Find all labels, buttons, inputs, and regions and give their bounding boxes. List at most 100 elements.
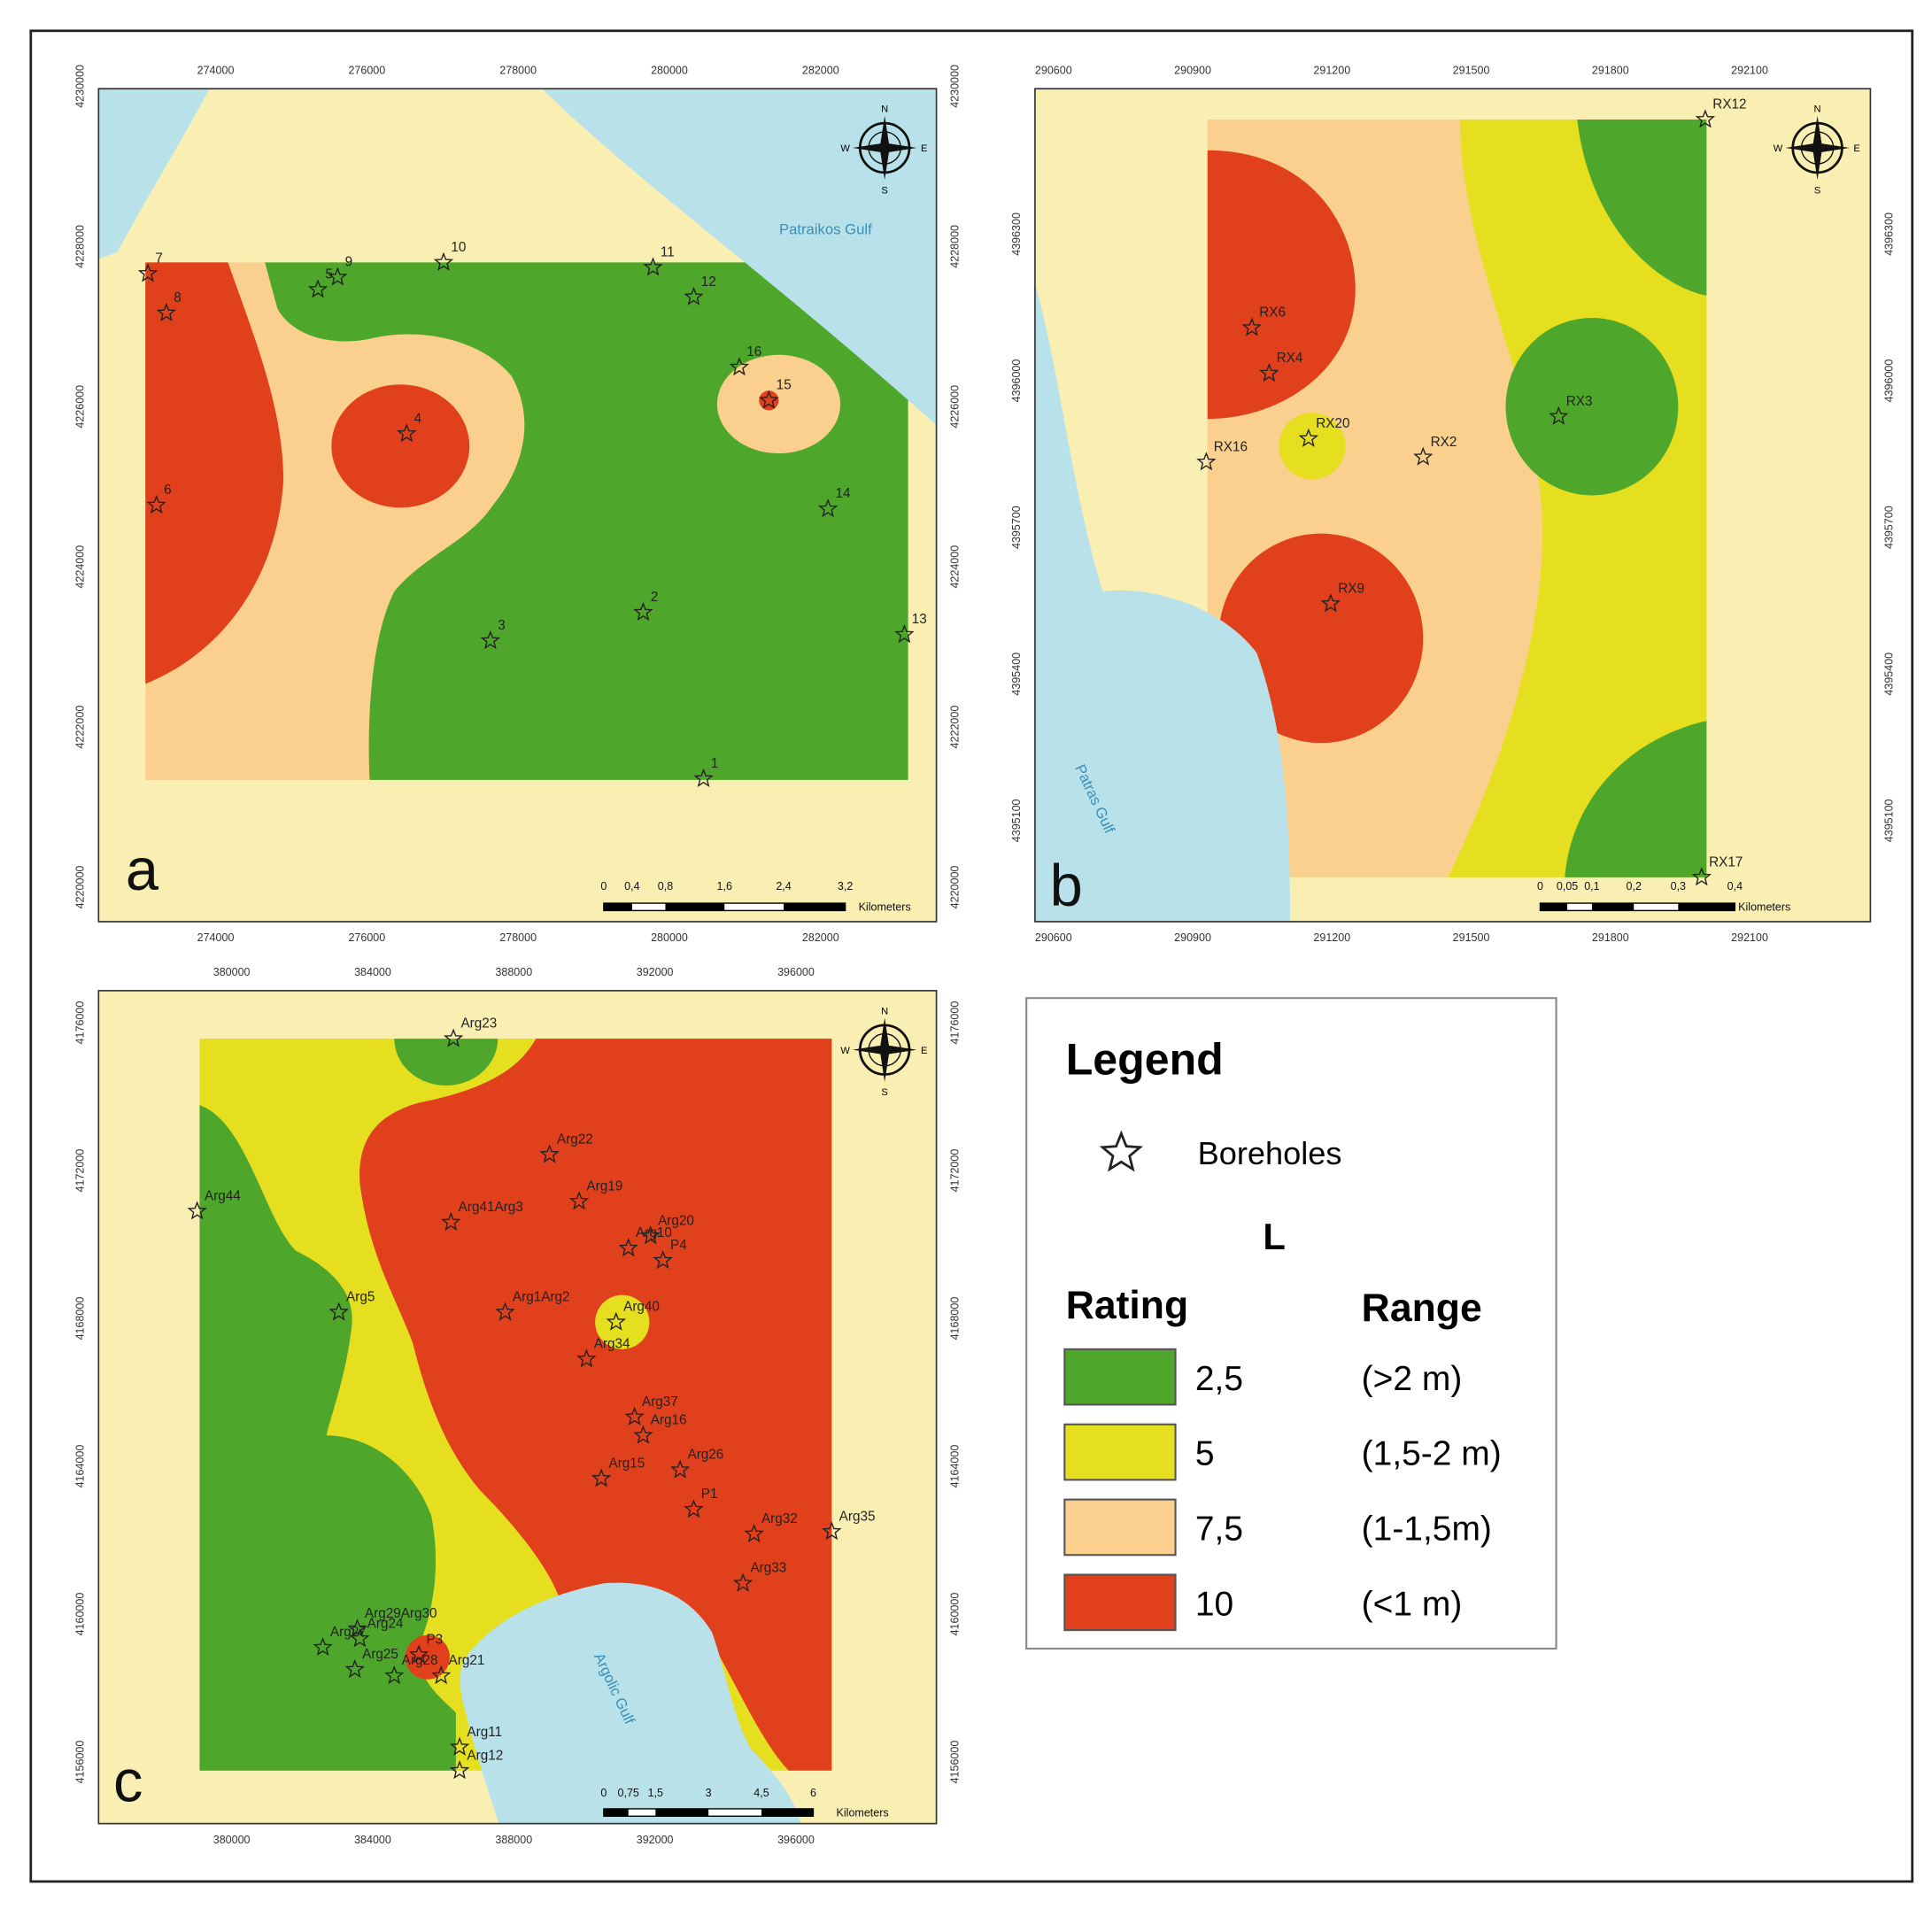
x-tick-label: 380000 <box>213 1834 251 1846</box>
borehole-label: 11 <box>661 244 675 259</box>
borehole-marker <box>729 357 750 376</box>
x-tick-label: 396000 <box>777 1834 815 1846</box>
legend-rating-header: Rating <box>1066 1284 1188 1327</box>
x-tick-label: 392000 <box>637 1834 674 1846</box>
y-tick-label: 4164000 <box>74 1445 87 1488</box>
borehole-marker <box>443 1028 464 1047</box>
borehole-label: Arg1Arg2 <box>513 1290 570 1305</box>
scale-bar-segment <box>603 1808 629 1817</box>
compass-letter: W <box>840 143 850 154</box>
rating-zone <box>145 262 284 684</box>
compass-letter: N <box>881 1006 888 1016</box>
rating-zone <box>1565 721 1707 877</box>
borehole-marker <box>759 390 779 409</box>
sea <box>542 89 937 426</box>
borehole-label: RX6 <box>1259 305 1286 321</box>
x-tick-label: 384000 <box>354 1834 391 1846</box>
borehole-label: RX16 <box>1214 439 1248 454</box>
borehole-label: P4 <box>670 1238 687 1253</box>
borehole-label: RX4 <box>1277 351 1303 366</box>
scale-label: 0,3 <box>1671 880 1686 892</box>
borehole-label: 9 <box>345 255 353 270</box>
compass-letter: E <box>1853 143 1859 154</box>
borehole-label: Arg28 <box>402 1653 438 1668</box>
x-tick-label: 274000 <box>197 64 235 76</box>
y-tick-label: 4395100 <box>1010 799 1023 842</box>
borehole-marker <box>495 1302 515 1321</box>
scale-unit: Kilometers <box>1738 900 1790 913</box>
borehole-label: Arg44 <box>205 1188 241 1203</box>
borehole-label: 10 <box>451 240 466 255</box>
rating-zone <box>359 1039 832 1771</box>
x-tick-label: 276000 <box>348 64 385 76</box>
x-tick-label: 282000 <box>802 931 839 944</box>
scale-label: 3,2 <box>838 880 853 892</box>
scale-label: 0,1 <box>1584 880 1599 892</box>
x-tick-label: 290900 <box>1174 64 1211 76</box>
map-1 <box>1034 119 1707 922</box>
rating-zone <box>199 1105 456 1771</box>
sea <box>1034 283 1290 922</box>
borehole-marker <box>350 1628 370 1648</box>
borehole-marker <box>693 768 714 788</box>
y-tick-label: 4172000 <box>949 1149 962 1193</box>
borehole-label: Arg22 <box>557 1132 593 1147</box>
x-tick-label: 291200 <box>1313 931 1350 944</box>
borehole-label: Arg33 <box>750 1561 786 1576</box>
borehole-marker <box>669 1459 691 1479</box>
borehole-marker <box>397 423 417 443</box>
borehole-marker <box>313 1636 333 1657</box>
borehole-marker <box>822 1521 842 1541</box>
y-tick-label: 4396000 <box>1010 359 1023 403</box>
borehole-marker <box>347 1619 367 1638</box>
borehole-label: Arg32 <box>761 1511 798 1526</box>
borehole-label: 2 <box>651 590 659 605</box>
x-tick-label: 290600 <box>1035 931 1072 944</box>
scale-label: 1,6 <box>717 880 732 892</box>
x-tick-label: 392000 <box>637 966 674 978</box>
borehole-marker <box>684 1499 704 1518</box>
legend-range: (<1 m) <box>1362 1585 1463 1623</box>
scale-label: 2,4 <box>776 880 791 892</box>
y-tick-label: 4395400 <box>1010 653 1023 696</box>
rating-zone <box>394 1039 498 1086</box>
x-tick-label: 274000 <box>197 931 235 944</box>
borehole-marker <box>449 1736 470 1756</box>
legend-swatch <box>1063 1423 1177 1481</box>
compass-letter: N <box>1814 104 1821 115</box>
scale-label: 4,5 <box>753 1787 769 1799</box>
compass-needle <box>1785 143 1850 153</box>
rating-zone <box>405 1634 450 1680</box>
compass-letter: S <box>881 185 887 196</box>
x-tick-label: 396000 <box>777 966 815 978</box>
legend-swatch <box>1063 1498 1177 1557</box>
sea-label: Patraikos Gulf <box>779 220 872 237</box>
rating-zone <box>716 354 841 454</box>
y-tick-label: 4395700 <box>1882 506 1895 549</box>
scale-bar-segment <box>784 903 846 911</box>
borehole-marker <box>1695 109 1716 128</box>
borehole-label: RX17 <box>1709 854 1743 869</box>
scale-label: 0 <box>600 880 607 892</box>
borehole-label: Arg16 <box>651 1413 687 1428</box>
borehole-marker <box>1196 452 1217 471</box>
borehole-marker <box>156 302 177 321</box>
y-tick-label: 4226000 <box>949 385 962 429</box>
panel-letter: b <box>1050 854 1083 919</box>
borehole-label: Arg35 <box>839 1509 876 1524</box>
scale-label: 0,2 <box>1627 880 1642 892</box>
y-tick-label: 4395400 <box>1882 653 1895 696</box>
panel-letter: c <box>113 1750 143 1815</box>
legend-rating: 5 <box>1195 1435 1215 1473</box>
rating-zone <box>331 384 470 508</box>
borehole-label: 3 <box>498 618 506 633</box>
borehole-marker <box>431 1665 452 1685</box>
borehole-marker <box>344 1659 365 1679</box>
x-tick-label: 290600 <box>1035 64 1072 76</box>
borehole-marker <box>624 1406 645 1425</box>
borehole-label: 15 <box>777 378 792 393</box>
legend-rating: 2,5 <box>1195 1360 1243 1398</box>
scale-bar-segment <box>603 903 632 911</box>
borehole-label: Arg5 <box>346 1290 375 1305</box>
borehole-marker <box>643 257 663 276</box>
